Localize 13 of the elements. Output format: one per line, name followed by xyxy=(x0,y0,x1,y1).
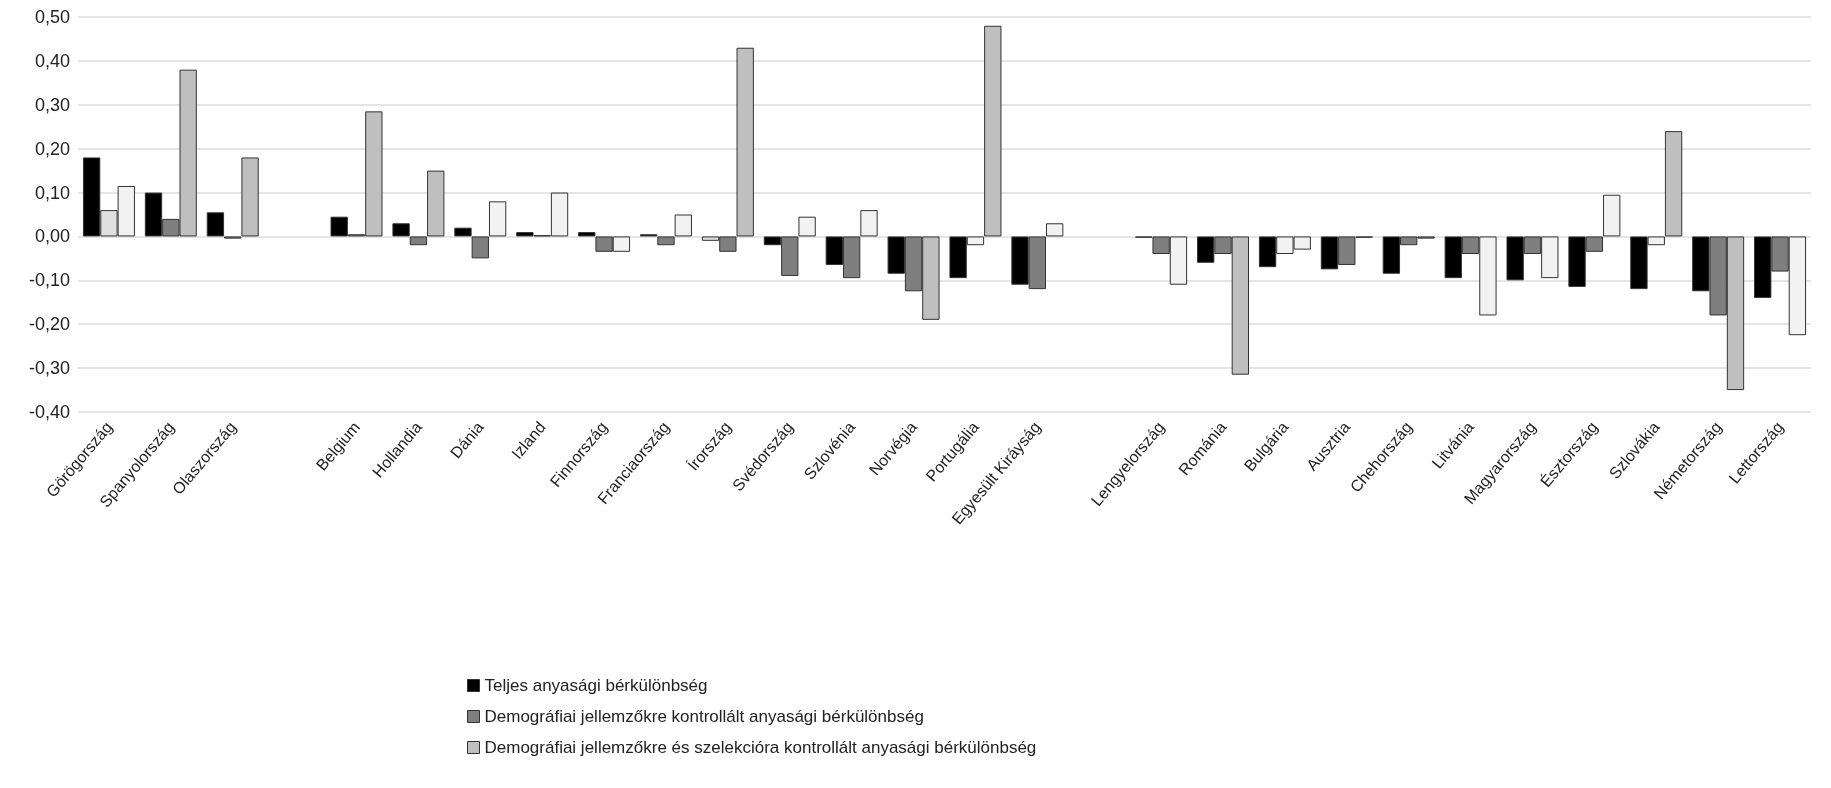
y-tick-label: 0,40 xyxy=(34,50,70,71)
y-tick-label: -0,20 xyxy=(28,314,70,335)
y-tick-label: 0,30 xyxy=(34,94,70,115)
y-tick-label: 0,50 xyxy=(34,7,70,27)
legend-label: Teljes anyasági bérkülönbség xyxy=(484,676,708,695)
legend-label: Demográfiai jellemzőkre és szelekcióra kontrollált anyasági bérkülönbség xyxy=(484,738,1037,757)
y-tick-label: -0,30 xyxy=(28,358,70,379)
y-tick-label: -0,40 xyxy=(28,402,70,422)
legend-label: Demográfiai jellemzőkre kontrollált anyasági bérkülönbség xyxy=(484,707,924,726)
y-tick-label: 0,20 xyxy=(34,138,70,159)
y-tick-label: -0,10 xyxy=(28,270,70,291)
y-tick-label: 0,10 xyxy=(34,182,70,203)
y-tick-label: 0,00 xyxy=(34,226,70,247)
